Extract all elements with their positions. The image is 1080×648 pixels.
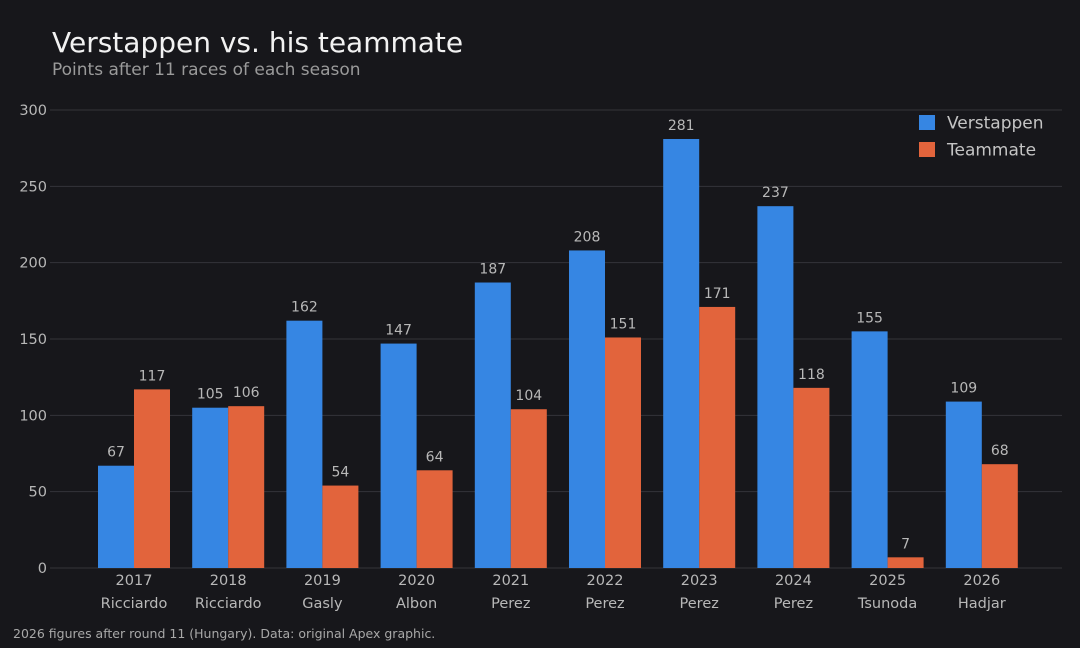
x-tick-teammate-name: Ricciardo <box>195 596 262 612</box>
x-tick-year: 2021 <box>492 573 529 589</box>
x-tick-teammate-name: Perez <box>491 596 530 612</box>
teammate-value-label-2025: 7 <box>901 536 910 552</box>
teammate-value-label-2019: 54 <box>331 465 349 481</box>
y-tick-label: 0 <box>38 561 47 577</box>
teammate-bar-2019 <box>322 485 359 568</box>
x-tick-year: 2019 <box>304 573 341 589</box>
x-tick-teammate-name: Albon <box>396 596 437 612</box>
teammate-bar-2022 <box>605 337 641 568</box>
x-tick-year: 2022 <box>587 573 624 589</box>
legend: Verstappen Teammate <box>919 114 1044 161</box>
verstappen-value-label-2018: 105 <box>197 387 224 403</box>
verstappen-legend-swatch <box>919 115 935 130</box>
teammate-bar-2025 <box>887 557 924 568</box>
teammate-value-label-2023: 171 <box>704 286 731 302</box>
bars <box>98 139 1018 569</box>
x-tick-year: 2017 <box>116 573 153 589</box>
x-tick-teammate-name: Perez <box>680 596 719 612</box>
teammate-bar-2020 <box>416 470 453 568</box>
teammate-value-label-2024: 118 <box>798 367 825 383</box>
teammate-value-label-2017: 117 <box>139 368 166 384</box>
teammate-legend-swatch <box>919 142 935 157</box>
teammate-value-label-2026: 68 <box>991 443 1009 459</box>
teammate-value-label-2022: 151 <box>610 316 637 332</box>
teammate-bar-2026 <box>981 464 1018 568</box>
x-tick-year: 2018 <box>210 573 247 589</box>
verstappen-bar-2023 <box>663 139 700 569</box>
y-tick-label: 150 <box>19 332 47 348</box>
y-tick-label: 300 <box>19 103 47 119</box>
x-tick-year: 2026 <box>963 573 1000 589</box>
verstappen-value-label-2025: 155 <box>856 310 883 326</box>
teammate-value-label-2020: 64 <box>426 449 444 465</box>
verstappen-value-label-2021: 187 <box>479 262 506 278</box>
x-tick-year: 2024 <box>775 573 812 589</box>
x-tick-teammate-name: Perez <box>585 596 624 612</box>
verstappen-value-label-2017: 67 <box>107 445 125 461</box>
verstappen-bar-2026 <box>945 401 982 568</box>
data-labels: 67 117 105 106 162 54 147 64 187 104 208 151 281 171 2… <box>107 118 1009 552</box>
verstappen-bar-2019 <box>286 320 323 568</box>
x-tick-teammate-name: Ricciardo <box>101 596 168 612</box>
verstappen-legend-label: Verstappen <box>947 114 1044 134</box>
teammate-bar-2024 <box>793 387 830 568</box>
verstappen-bar-2020 <box>380 343 417 568</box>
x-tick-year: 2025 <box>869 573 906 589</box>
verstappen-value-label-2026: 109 <box>950 381 977 397</box>
verstappen-bar-2022 <box>569 250 605 568</box>
x-tick-year: 2023 <box>681 573 718 589</box>
verstappen-value-label-2019: 162 <box>291 300 318 316</box>
x-tick-teammate-name: Hadjar <box>958 596 1006 612</box>
teammate-bar-2018 <box>228 406 265 568</box>
x-tick-year: 2020 <box>398 573 435 589</box>
bar-chart: 0 50 100 150 200 250 300 67 117 105 106 162 54 147 64… <box>19 103 1062 612</box>
verstappen-bar-2024 <box>757 206 794 568</box>
teammate-bar-2021 <box>510 409 547 568</box>
teammate-value-label-2021: 104 <box>515 388 542 404</box>
chart-footnote: 2026 figures after round 11 (Hungary). D… <box>13 626 436 641</box>
y-tick-label: 100 <box>19 408 47 424</box>
verstappen-value-label-2022: 208 <box>574 229 601 245</box>
x-axis-ticks: 2017 Ricciardo 2018 Ricciardo 2019 Gasly 2020 A… <box>101 573 1006 612</box>
teammate-value-label-2018: 106 <box>233 385 260 401</box>
verstappen-bar-2025 <box>851 331 888 568</box>
y-tick-label: 250 <box>19 179 47 195</box>
y-tick-label: 50 <box>29 485 47 501</box>
verstappen-value-label-2024: 237 <box>762 185 789 201</box>
verstappen-bar-2017 <box>98 465 134 568</box>
teammate-legend-label: Teammate <box>946 141 1036 161</box>
chart-subtitle: Points after 11 races of each season <box>52 60 361 80</box>
x-tick-teammate-name: Tsunoda <box>857 596 917 612</box>
verstappen-bar-2018 <box>192 407 229 568</box>
y-axis-ticks: 0 50 100 150 200 250 300 <box>19 103 47 577</box>
x-tick-teammate-name: Perez <box>774 596 813 612</box>
y-tick-label: 200 <box>19 256 47 272</box>
verstappen-bar-2021 <box>474 282 511 568</box>
chart-title: Verstappen vs. his teammate <box>52 26 464 59</box>
x-tick-teammate-name: Gasly <box>302 596 343 612</box>
teammate-bar-2017 <box>134 389 170 568</box>
teammate-bar-2023 <box>699 306 736 568</box>
verstappen-value-label-2023: 281 <box>668 118 695 134</box>
verstappen-value-label-2020: 147 <box>385 323 412 339</box>
